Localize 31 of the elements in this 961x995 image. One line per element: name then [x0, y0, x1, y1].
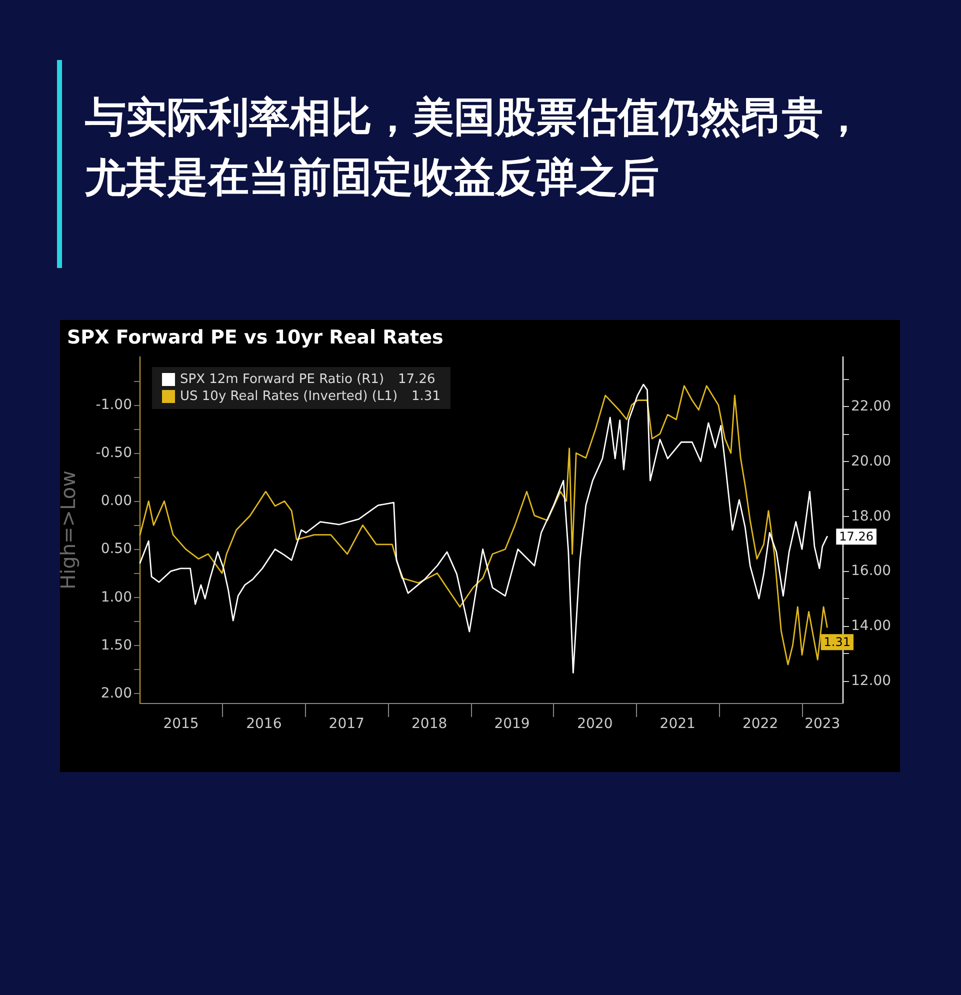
y2-tick-label: 16.00	[851, 563, 892, 580]
chart-subtitle: SPX Forward PE vs 10yr Real Rates	[67, 326, 444, 348]
y-axis-title: High=>Low	[56, 470, 80, 590]
y-tick-label: 0.00	[100, 493, 132, 510]
y2-tick-label: 18.00	[851, 508, 892, 524]
y-tick-label: 1.00	[100, 589, 132, 606]
y-tick-label: 0.50	[100, 541, 132, 558]
y-tick-label: -1.00	[96, 397, 132, 414]
x-tick-label: 2015	[163, 716, 199, 732]
x-tick-label: 2017	[328, 716, 364, 732]
data-label: 17.26	[839, 530, 874, 544]
x-tick-label: 2021	[660, 716, 696, 732]
y2-tick-label: 14.00	[851, 618, 892, 634]
chart-title: 与实际利率相比，美国股票估值仍然昂贵，尤其是在当前固定收益反弹之后	[84, 93, 864, 201]
y-tick-label: 1.50	[100, 637, 132, 654]
x-tick-label: 2023	[804, 716, 840, 732]
y-tick-label: 2.00	[100, 685, 132, 702]
legend-label: US 10y Real Rates (Inverted) (L1)	[180, 389, 398, 404]
x-tick-label: 2019	[494, 716, 530, 732]
x-tick-label: 2020	[577, 716, 613, 732]
text: 17.26	[398, 372, 436, 387]
y2-tick-label: 20.00	[851, 453, 892, 470]
data-label: 1.31	[824, 635, 850, 650]
x-tick-label: 2016	[246, 716, 282, 732]
x-tick-label: 2022	[742, 716, 778, 732]
y2-tick-label: 12.00	[851, 673, 892, 690]
x-tick-label: 2018	[411, 716, 448, 732]
y-tick-label: -0.50	[96, 445, 132, 462]
y2-tick-label: 22.00	[851, 398, 892, 414]
legend-label: SPX 12m Forward PE Ratio (R1)	[180, 372, 384, 387]
text: 1.31	[412, 389, 440, 404]
